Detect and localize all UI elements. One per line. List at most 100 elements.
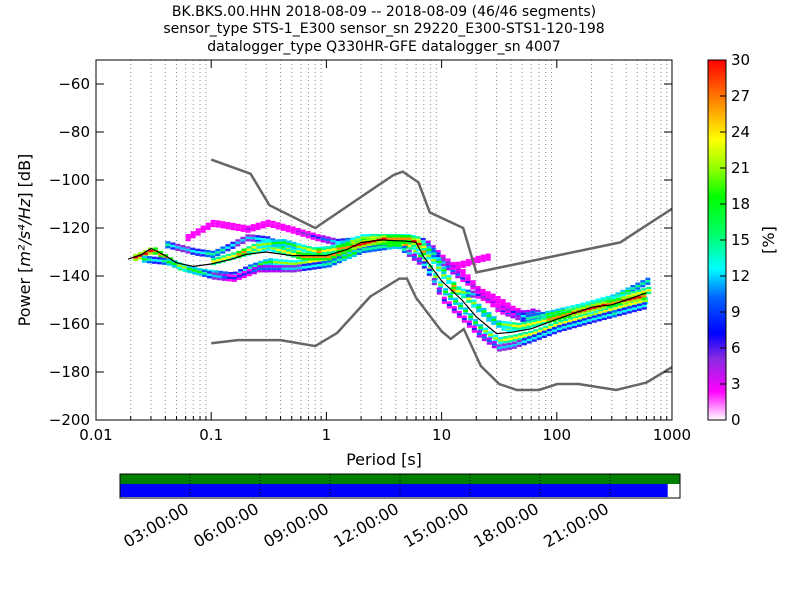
heatmap-cell — [250, 228, 256, 232]
heatmap-cell — [476, 308, 482, 311]
heatmap-cell — [281, 270, 287, 273]
heatmap-cell — [156, 259, 162, 262]
heatmap-cell — [615, 292, 621, 295]
heatmap-cell — [446, 303, 452, 307]
heatmap-cell — [283, 259, 289, 262]
heatmap-cell — [291, 241, 297, 245]
colorbar-tick-label: 3 — [731, 375, 741, 393]
title-line-2: sensor_type STS-1_E300 sensor_sn 29220_E… — [163, 21, 604, 37]
heatmap-cell — [418, 254, 424, 258]
heatmap-cell — [541, 317, 547, 320]
heatmap-cell — [485, 255, 491, 259]
heatmap-cell — [445, 265, 451, 268]
heatmap-cell — [436, 292, 442, 295]
heatmap-cell — [566, 315, 572, 318]
heatmap-cell — [496, 325, 502, 328]
heatmap-cell — [266, 248, 272, 251]
heatmap-cell — [508, 340, 514, 343]
heatmap-cell — [190, 247, 196, 251]
heatmap-cell — [265, 222, 271, 225]
heatmap-cell — [143, 252, 149, 255]
heatmap-cell — [311, 264, 317, 268]
heatmap-cell — [276, 267, 282, 270]
heatmap-cell — [271, 267, 277, 270]
heatmap-cell — [488, 331, 494, 334]
heatmap-cell — [341, 246, 347, 250]
heatmap-cell — [623, 304, 629, 307]
heatmap-cell — [148, 252, 154, 255]
heatmap-cell — [226, 274, 232, 277]
heatmap-cell — [331, 253, 337, 257]
heatmap-cell — [303, 261, 309, 264]
heatmap-cell — [285, 229, 291, 233]
heatmap-cell — [513, 339, 519, 342]
heatmap-cell — [490, 300, 496, 304]
heatmap-cell — [588, 314, 594, 317]
heatmap-cell — [465, 276, 471, 280]
heatmap-cell — [225, 224, 231, 227]
heatmap-cell — [550, 309, 556, 313]
heatmap-cell — [146, 256, 152, 259]
heatmap-cell — [518, 335, 524, 338]
heatmap-cell — [300, 231, 306, 235]
heatmap-cell — [546, 315, 552, 319]
heatmap-cell — [481, 314, 487, 317]
heatmap-cell — [465, 292, 471, 295]
heatmap-cell — [176, 266, 182, 270]
heatmap-cell — [166, 260, 172, 264]
heatmap-cell — [455, 273, 461, 276]
heatmap-cell — [475, 296, 481, 299]
heatmap-cell — [566, 327, 572, 330]
heatmap-cell — [386, 244, 392, 248]
heatmap-cell — [448, 295, 454, 298]
heatmap-cell — [530, 308, 536, 311]
heatmap-cell — [591, 304, 597, 307]
heatmap-cell — [336, 245, 342, 248]
heatmap-cell — [616, 308, 622, 312]
heatmap-cell — [465, 261, 471, 264]
heatmap-cell — [191, 271, 197, 275]
heatmap-cell — [251, 246, 257, 249]
heatmap-cell — [216, 259, 222, 262]
heatmap-cell — [495, 303, 501, 306]
heatmap-cell — [555, 308, 561, 311]
heatmap-cell — [448, 297, 454, 301]
heatmap-cell — [286, 270, 292, 273]
heatmap-cell — [306, 255, 312, 258]
heatmap-cell — [620, 292, 626, 295]
heatmap-cell — [331, 260, 337, 263]
heatmap-cell — [406, 254, 412, 257]
heatmap-cell — [296, 248, 302, 251]
heatmap-cell — [470, 295, 476, 298]
heatmap-cell — [570, 305, 576, 308]
heatmap-cell — [406, 235, 412, 238]
heatmap-cell — [325, 236, 331, 239]
heatmap-cell — [470, 280, 476, 283]
heatmap-cell — [411, 258, 417, 261]
heatmap-cell — [511, 341, 517, 345]
heatmap-cell — [250, 236, 256, 240]
heatmap-cell — [511, 346, 517, 349]
heatmap-cell — [321, 255, 327, 258]
heatmap-cell — [195, 233, 201, 236]
heatmap-cell — [436, 287, 442, 290]
heatmap-cell — [325, 238, 331, 242]
heatmap-cell — [460, 271, 466, 274]
heatmap-cell — [460, 260, 466, 264]
heatmap-cell — [361, 250, 367, 254]
heatmap-cell — [153, 247, 159, 250]
heatmap-cell — [346, 254, 352, 257]
heatmap-cell — [298, 259, 304, 262]
colorbar-tick-label: 27 — [731, 87, 750, 105]
heatmap-cell — [238, 271, 244, 274]
heatmap-cell — [345, 237, 351, 241]
heatmap-cell — [205, 250, 211, 253]
heatmap-cell — [356, 252, 362, 255]
heatmap-cell — [281, 247, 287, 251]
heatmap-cell — [535, 312, 541, 316]
y-axis-label-units: m²/s⁴/Hz — [15, 198, 34, 267]
heatmap-cell — [271, 270, 277, 273]
heatmap-cell — [230, 241, 236, 245]
heatmap-cell — [356, 250, 362, 253]
